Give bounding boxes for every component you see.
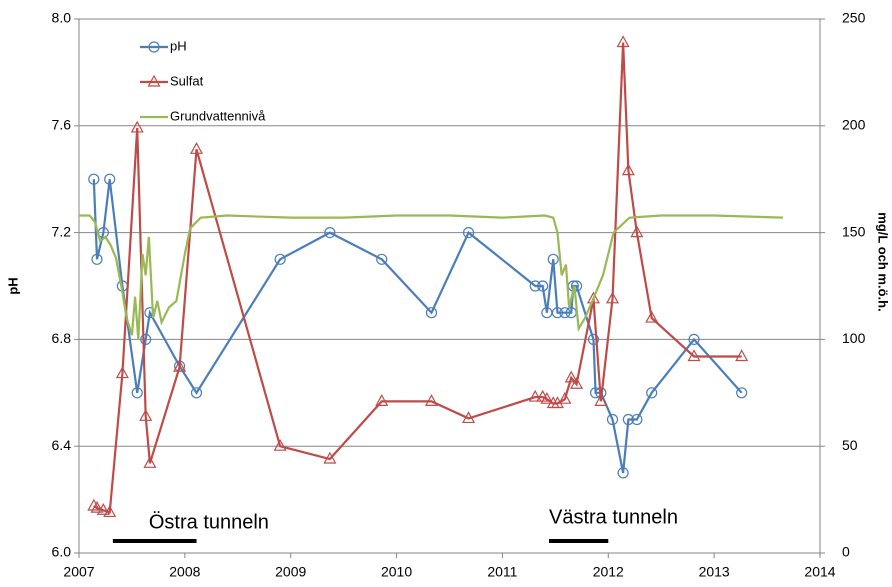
marker (570, 280, 583, 292)
marker (630, 225, 644, 238)
marker (540, 391, 554, 404)
marker (688, 333, 700, 345)
marker (736, 387, 748, 399)
y-tick-label: 6.8 (52, 330, 72, 346)
y-tick-label: 6.0 (52, 544, 72, 560)
legend-label: pH (170, 38, 187, 53)
y2-tick-label: 200 (842, 117, 866, 133)
marker (558, 391, 572, 404)
marker (90, 500, 104, 513)
marker (735, 349, 749, 362)
x-tick-label: 2013 (699, 564, 730, 580)
x-tick-label: 2011 (487, 564, 517, 580)
marker (103, 505, 117, 518)
series-line (79, 214, 783, 340)
marker (425, 307, 438, 319)
y-tick-label: 6.4 (52, 437, 72, 453)
marker (631, 413, 643, 426)
marker (88, 173, 100, 185)
marker (323, 451, 337, 464)
marker (617, 467, 629, 479)
marker (462, 227, 475, 239)
x-tick-label: 2009 (275, 564, 306, 580)
marker (646, 387, 658, 399)
marker (587, 333, 600, 345)
y2-tick-label: 250 (842, 10, 866, 26)
marker (594, 394, 608, 406)
marker (559, 307, 571, 319)
marker (570, 377, 584, 389)
marker (375, 394, 389, 406)
x-tick-label: 2012 (593, 564, 624, 580)
marker (131, 387, 143, 399)
annotation: Västra tunneln (549, 506, 678, 528)
marker (537, 280, 549, 292)
marker (143, 456, 157, 468)
marker (130, 120, 144, 133)
marker (91, 253, 103, 265)
marker (87, 498, 101, 511)
y-tick-label: 7.6 (52, 117, 72, 133)
marker (462, 411, 476, 424)
marker (115, 366, 129, 379)
x-tick-label: 2007 (63, 564, 94, 580)
marker (645, 310, 659, 323)
marker (424, 394, 439, 406)
marker (551, 307, 564, 319)
y2-tick-label: 100 (842, 330, 866, 346)
y2-tick-label: 50 (842, 437, 858, 453)
legend-label: Sulfat (170, 73, 204, 88)
y2-tick-label: 0 (842, 544, 850, 560)
marker (621, 163, 635, 176)
marker (147, 74, 161, 87)
y2-tick-label: 150 (842, 223, 866, 239)
y-tick-label: 8.0 (52, 10, 72, 26)
marker (622, 413, 634, 426)
marker (189, 142, 204, 154)
marker (140, 333, 152, 345)
marker (616, 35, 630, 48)
marker (173, 359, 187, 372)
marker (564, 370, 578, 383)
marker (96, 503, 110, 515)
marker (529, 280, 541, 292)
x-tick-label: 2008 (169, 564, 200, 580)
marker (586, 291, 600, 304)
marker (606, 413, 619, 426)
x-tick-label: 2014 (804, 564, 835, 580)
y-tick-label: 7.2 (52, 223, 72, 239)
marker (190, 387, 203, 399)
marker (139, 409, 153, 421)
marker (606, 291, 620, 304)
y-axis-label: pH (5, 277, 20, 294)
legend-label: Grundvattennivå (170, 108, 266, 123)
marker (547, 253, 559, 265)
annotation: Östra tunneln (149, 511, 269, 533)
y2-axis-label: mg/L och m.ö.h. (876, 212, 891, 311)
marker (528, 389, 542, 402)
marker (274, 253, 286, 265)
marker (687, 349, 701, 362)
marker (273, 438, 287, 451)
series-line (92, 179, 743, 474)
marker (376, 253, 388, 265)
x-tick-label: 2010 (381, 564, 412, 580)
marker (324, 227, 336, 239)
marker (104, 173, 116, 185)
marker (148, 41, 160, 53)
